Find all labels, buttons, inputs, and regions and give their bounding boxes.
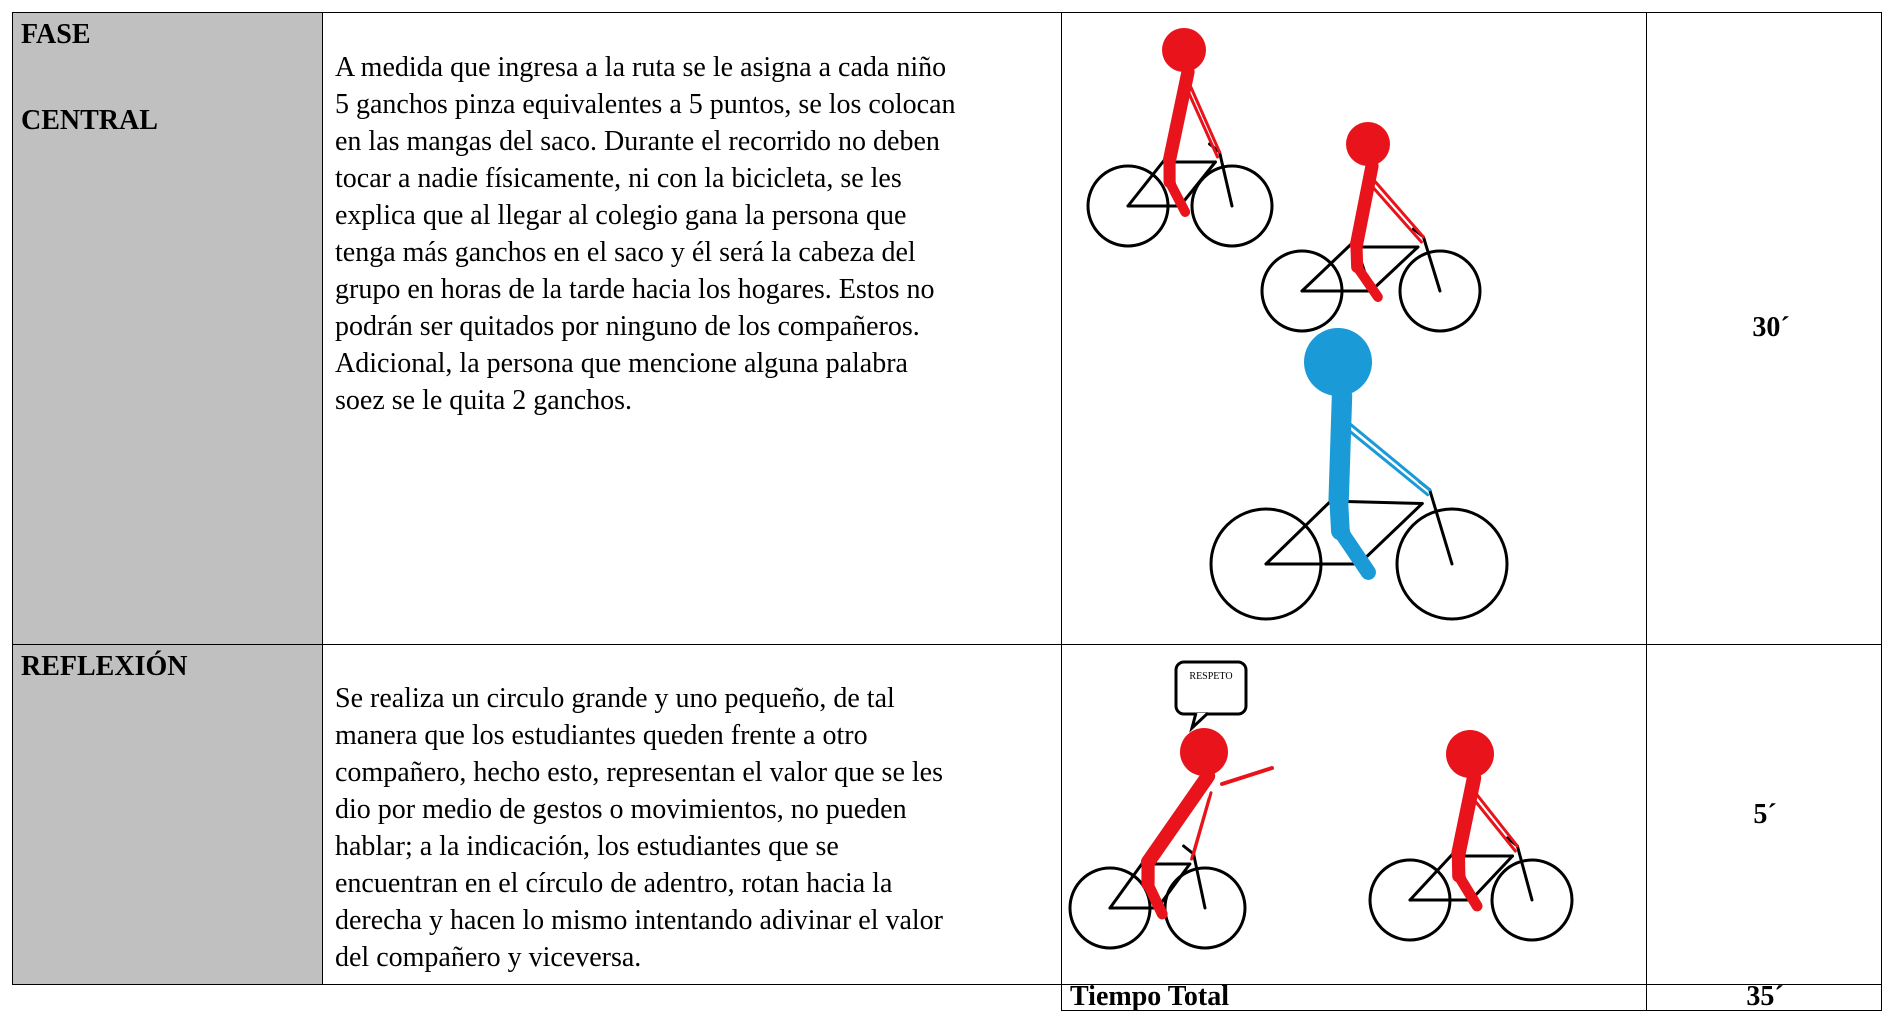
leg <box>1332 523 1376 580</box>
body <box>1349 159 1379 252</box>
arm <box>1189 85 1222 154</box>
body <box>1162 65 1195 167</box>
frame <box>1421 235 1442 293</box>
description-line: hablar; a la indicación, los estudiantes… <box>335 831 839 862</box>
description-line: 5 ganchos pinza equivalentes a 5 puntos,… <box>335 89 956 120</box>
frame <box>1469 854 1514 902</box>
frame <box>1300 239 1356 293</box>
body <box>1140 768 1216 870</box>
frame <box>1408 848 1458 902</box>
description-line: grupo en horas de la tarde hacia los hog… <box>335 274 935 305</box>
time: 5´ <box>1753 799 1777 830</box>
frame <box>1126 154 1170 208</box>
head <box>1346 122 1390 166</box>
wheel <box>1190 164 1274 248</box>
head <box>1304 328 1372 396</box>
frame <box>1178 160 1217 208</box>
arm <box>1373 179 1425 239</box>
description-line: del compañero y viceversa. <box>335 942 642 973</box>
leg <box>1352 262 1383 302</box>
description-line: A medida que ingresa a la ruta se le asi… <box>335 52 947 83</box>
leg <box>1164 177 1191 217</box>
head <box>1180 728 1228 776</box>
description: A medida que ingresa a la ruta se le asi… <box>335 49 956 419</box>
frame <box>1192 852 1207 910</box>
frame <box>1108 856 1148 910</box>
description-line: tocar a nadie físicamente, ni con la bic… <box>335 163 902 194</box>
total-label: Tiempo Total <box>1070 981 1229 1011</box>
frame <box>1357 502 1424 566</box>
arm <box>1187 91 1220 159</box>
pointing-arm <box>1220 766 1274 786</box>
description-line: Adicional, la persona que mencione algun… <box>335 348 908 379</box>
arm <box>1341 424 1430 497</box>
frame <box>1264 493 1339 566</box>
phase-cell: REFLEXIÓN <box>12 644 323 985</box>
phase-label: REFLEXIÓN <box>21 651 188 682</box>
description-line: Se realiza un circulo grande y uno peque… <box>335 683 895 714</box>
frame <box>1335 499 1424 505</box>
description: Se realiza un circulo grande y uno peque… <box>335 680 943 976</box>
leg <box>1453 870 1483 912</box>
phase-label: CENTRAL <box>21 105 158 136</box>
speech-bubble-tail <box>1189 711 1210 733</box>
frame <box>1515 844 1534 902</box>
description-line: tenga más ganchos en el saco y él será l… <box>335 237 916 268</box>
speech-bubble-text: RESPETO <box>1189 671 1232 682</box>
description-line: encuentran en el círculo de adentro, rot… <box>335 868 893 899</box>
frame <box>1218 150 1234 208</box>
description-line: derecha y hacen lo mismo intentando adiv… <box>335 905 944 936</box>
arm <box>1190 797 1211 861</box>
arm <box>1475 793 1519 848</box>
speech-bubble <box>1174 660 1248 716</box>
head <box>1446 730 1494 778</box>
head <box>1162 28 1206 72</box>
frame <box>1428 488 1454 566</box>
description-line: explica que al llegar al colegio gana la… <box>335 200 907 231</box>
arm <box>1371 185 1423 244</box>
description-line: podrán ser quitados por ninguno de los c… <box>335 311 920 342</box>
frame <box>1369 245 1420 293</box>
wheel <box>1398 249 1482 333</box>
leg <box>1142 878 1168 920</box>
body <box>1451 770 1482 862</box>
description-line: compañero, hecho esto, representan el va… <box>335 757 943 788</box>
description-line: dio por medio de gestos o movimientos, n… <box>335 794 907 825</box>
description-line: en las mangas del saco. Durante el recor… <box>335 126 940 157</box>
frame <box>1156 862 1192 910</box>
description-cell: Se realiza un circulo grande y uno peque… <box>322 644 1062 985</box>
body <box>1328 385 1353 510</box>
description-line: soez se le quita 2 ganchos. <box>335 385 633 416</box>
total-time: 35´ <box>1746 981 1784 1011</box>
description-line: manera que los estudiantes queden frente… <box>335 720 868 751</box>
arm <box>1343 418 1432 492</box>
wheel <box>1490 858 1574 942</box>
time: 30´ <box>1752 312 1790 343</box>
phase-label: FASE <box>21 19 91 50</box>
phase-cell: FASE CENTRAL <box>12 12 323 645</box>
arm <box>1473 799 1517 853</box>
wheel <box>1395 507 1509 621</box>
